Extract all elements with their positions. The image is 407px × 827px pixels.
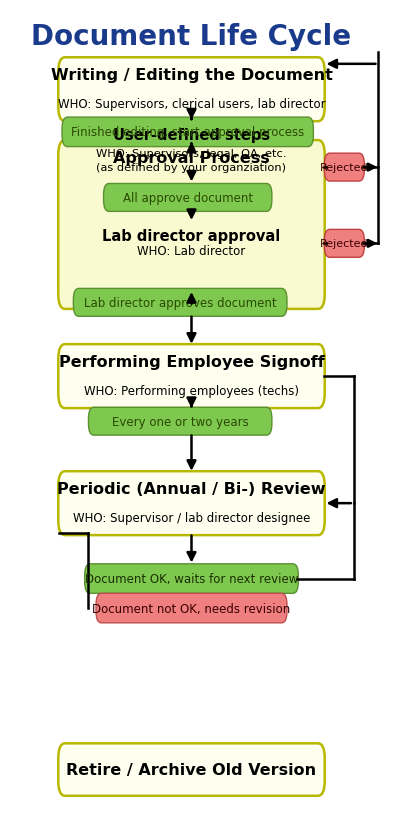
FancyBboxPatch shape bbox=[103, 184, 272, 212]
FancyBboxPatch shape bbox=[58, 743, 325, 796]
Text: Every one or two years: Every one or two years bbox=[112, 415, 249, 428]
FancyBboxPatch shape bbox=[58, 58, 325, 122]
Text: WHO: Performing employees (techs): WHO: Performing employees (techs) bbox=[84, 385, 299, 398]
Text: Periodic (Annual / Bi-) Review: Periodic (Annual / Bi-) Review bbox=[57, 481, 326, 496]
Text: WHO: Lab director: WHO: Lab director bbox=[138, 245, 245, 258]
FancyBboxPatch shape bbox=[324, 230, 364, 258]
Text: Document not OK, needs revision: Document not OK, needs revision bbox=[92, 602, 291, 614]
Text: Rejected: Rejected bbox=[320, 163, 369, 173]
Text: Retire / Archive Old Version: Retire / Archive Old Version bbox=[66, 762, 317, 777]
Text: WHO: Supervisor / lab director designee: WHO: Supervisor / lab director designee bbox=[73, 512, 310, 525]
FancyBboxPatch shape bbox=[324, 154, 364, 182]
Text: Performing Employee Signoff: Performing Employee Signoff bbox=[59, 355, 324, 370]
FancyBboxPatch shape bbox=[62, 118, 313, 147]
FancyBboxPatch shape bbox=[58, 345, 325, 409]
Text: Document Life Cycle: Document Life Cycle bbox=[31, 23, 352, 51]
FancyBboxPatch shape bbox=[73, 289, 287, 317]
Text: WHO: Supervisors, legal, QA, etc.: WHO: Supervisors, legal, QA, etc. bbox=[96, 149, 287, 159]
Text: Finished editing, start approval process: Finished editing, start approval process bbox=[71, 127, 304, 139]
FancyBboxPatch shape bbox=[96, 594, 287, 623]
Text: (as defined by your organziation): (as defined by your organziation) bbox=[96, 163, 287, 173]
Text: Rejected: Rejected bbox=[320, 239, 369, 249]
Text: Lab director approves document: Lab director approves document bbox=[84, 297, 276, 309]
FancyBboxPatch shape bbox=[58, 141, 325, 309]
Text: Writing / Editing the Document: Writing / Editing the Document bbox=[50, 68, 333, 83]
Text: User-defined steps: User-defined steps bbox=[113, 127, 270, 142]
Text: WHO: Supervisors, clerical users, lab director: WHO: Supervisors, clerical users, lab di… bbox=[58, 98, 325, 112]
Text: Lab director approval: Lab director approval bbox=[103, 228, 280, 243]
Text: Approval Process: Approval Process bbox=[113, 151, 270, 165]
Text: Document OK, waits for next review: Document OK, waits for next review bbox=[85, 572, 298, 586]
Text: All approve document: All approve document bbox=[123, 192, 253, 204]
FancyBboxPatch shape bbox=[58, 471, 325, 536]
FancyBboxPatch shape bbox=[85, 564, 298, 594]
FancyBboxPatch shape bbox=[88, 408, 272, 436]
